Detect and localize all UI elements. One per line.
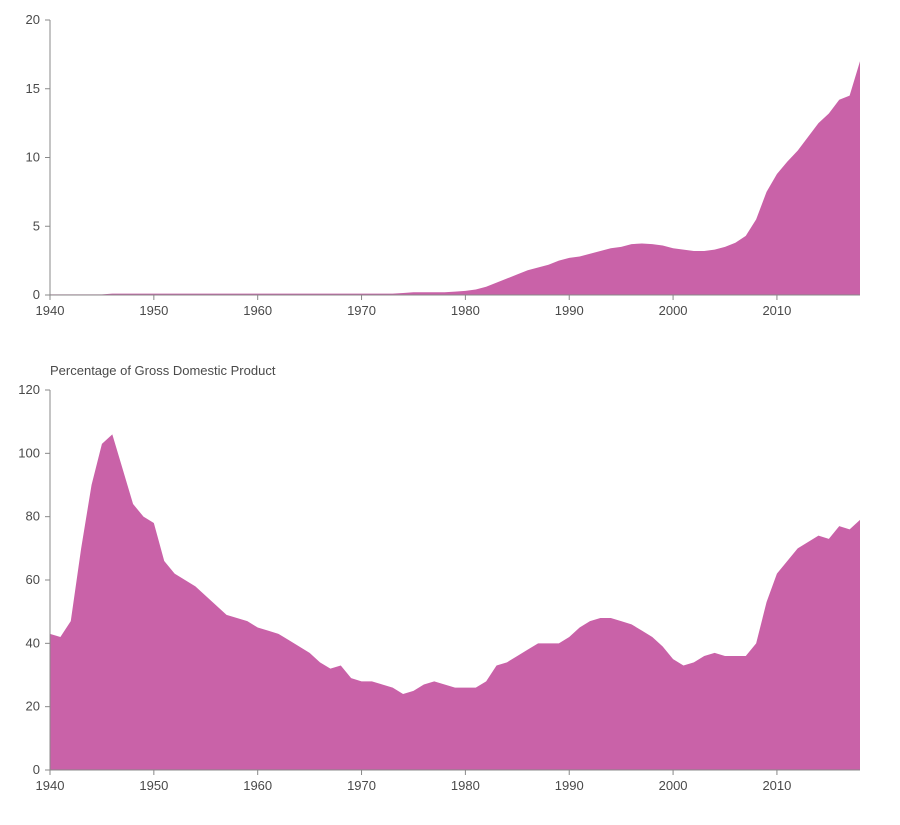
chart-bottom-xtick-label: 1990 <box>555 778 584 793</box>
chart-bottom-xtick-label: 1940 <box>36 778 65 793</box>
chart-top-area <box>50 61 860 295</box>
chart-bottom-subtitle: Percentage of Gross Domestic Product <box>50 363 276 378</box>
chart-bottom-xtick-label: 2000 <box>659 778 688 793</box>
chart-panel: 1940195019601970198019902000201005101520… <box>0 0 900 820</box>
chart-top-xtick-label: 1970 <box>347 303 376 318</box>
chart-bottom-ytick-label: 100 <box>18 445 40 460</box>
chart-bottom-ytick-label: 60 <box>26 572 40 587</box>
chart-bottom-xtick-label: 2010 <box>762 778 791 793</box>
chart-top-ytick-label: 0 <box>33 287 40 302</box>
chart-top-xtick-label: 2000 <box>659 303 688 318</box>
chart-bottom-ytick-label: 40 <box>26 635 40 650</box>
chart-top-xtick-label: 1940 <box>36 303 65 318</box>
chart-top-ytick-label: 5 <box>33 218 40 233</box>
chart-bottom-ytick-label: 20 <box>26 699 40 714</box>
chart-top-xtick-label: 1950 <box>139 303 168 318</box>
chart-top-ytick-label: 20 <box>26 12 40 27</box>
chart-bottom-ytick-label: 0 <box>33 762 40 777</box>
chart-top-xtick-label: 1960 <box>243 303 272 318</box>
chart-bottom-xtick-label: 1970 <box>347 778 376 793</box>
chart-bottom-xtick-label: 1960 <box>243 778 272 793</box>
chart-top-xtick-label: 2010 <box>762 303 791 318</box>
chart-top-xtick-label: 1990 <box>555 303 584 318</box>
chart-bottom-ytick-label: 80 <box>26 509 40 524</box>
chart-top-ytick-label: 10 <box>26 150 40 165</box>
chart-top-xtick-label: 1980 <box>451 303 480 318</box>
chart-top: 1940 1950 1960 1970 1980 1990 2000 2010 0 5 10 15 20 <box>26 12 860 318</box>
chart-bottom-area <box>50 434 860 770</box>
chart-bottom-xtick-label: 1950 <box>139 778 168 793</box>
chart-bottom: Percentage of Gross Domestic Product 1940… <box>18 363 860 793</box>
chart-top-ytick-label: 15 <box>26 81 40 96</box>
chart-bottom-xtick-label: 1980 <box>451 778 480 793</box>
chart-bottom-ytick-label: 120 <box>18 382 40 397</box>
